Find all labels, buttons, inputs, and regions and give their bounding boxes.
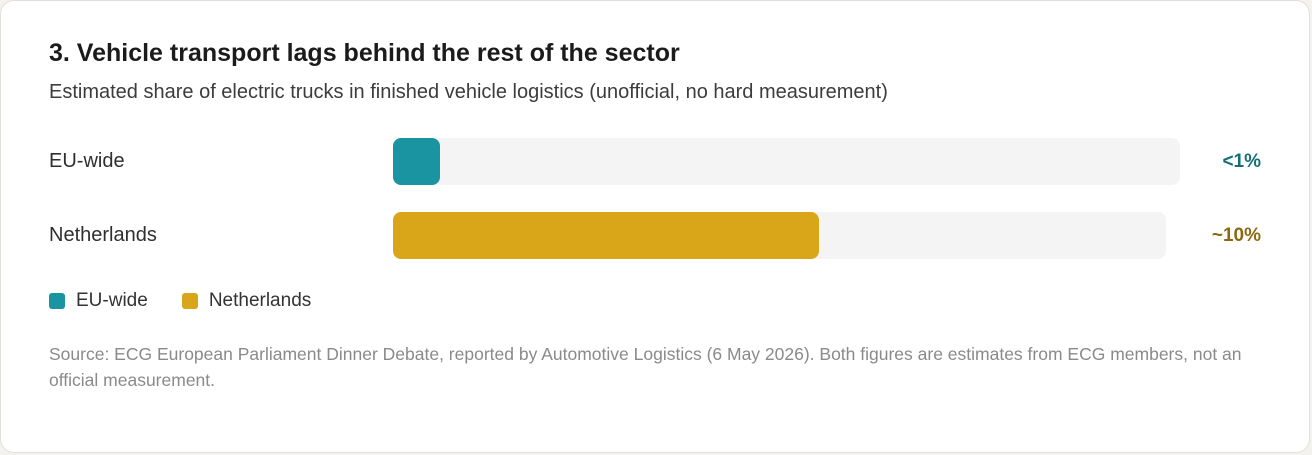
bar-value-netherlands: ~10% [1211,225,1261,246]
legend-label-eu-wide: EU-wide [76,290,148,311]
bar-value-eu-wide: <1% [1222,151,1261,172]
bar-label-eu-wide: EU-wide [49,150,125,172]
legend-item-eu-wide: EU-wide [49,290,148,312]
legend-label-netherlands: Netherlands [208,290,312,311]
legend-item-netherlands: Netherlands [181,290,312,312]
bar-track-netherlands [393,212,1166,259]
bar-netherlands [393,212,819,259]
bar-label-netherlands: Netherlands [49,224,157,246]
legend: EU-wide Netherlands [49,290,345,312]
chart-title: 3. Vehicle transport lags behind the res… [49,39,680,67]
source-note: Source: ECG European Parliament Dinner D… [49,344,1242,390]
legend-swatch-eu-wide [49,293,65,309]
bar-track-eu-wide [393,138,1180,185]
legend-swatch-netherlands [181,293,198,309]
bar-eu-wide [393,138,440,185]
chart-subtitle: Estimated share of electric trucks in fi… [49,81,888,103]
